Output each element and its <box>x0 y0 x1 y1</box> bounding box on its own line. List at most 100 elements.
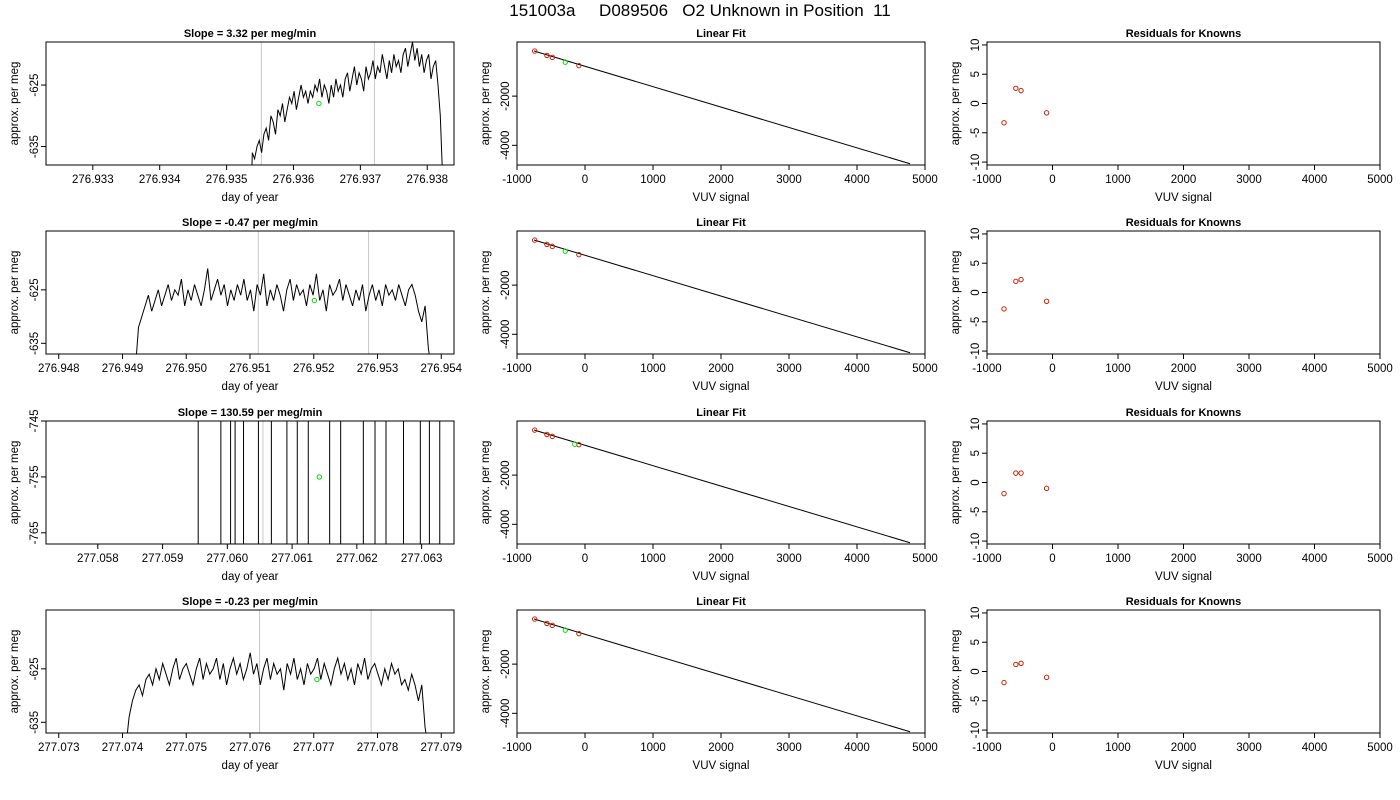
known-point <box>576 630 582 637</box>
plot-frame <box>986 420 1381 545</box>
known-point <box>544 431 550 438</box>
panel-linear-fit-2: -1000 0 1000 2000 3000 4000 5000 -2000 -4000 Line… <box>480 217 938 393</box>
y-axis-label: approx. per meg <box>480 441 492 525</box>
y-tick-label: 0 <box>970 289 982 295</box>
plot-frame <box>516 41 926 166</box>
unknown-point <box>316 474 322 480</box>
panel-residuals-2: -1000 0 1000 2000 3000 4000 5000 10 5 0 -5 -10 Resid… <box>950 217 1393 393</box>
x-tick-label: 2000 <box>708 742 734 754</box>
plot-frame <box>516 420 926 545</box>
known-point <box>549 433 556 440</box>
y-axis-label: approx. per meg <box>9 62 21 146</box>
panel-time-series-1: 276.933 276.934 276.935 276.936 276.937 276.9… <box>9 28 455 204</box>
x-tick-label: 1000 <box>1105 363 1131 375</box>
plot-frame <box>986 609 1381 734</box>
y-tick-label: -10 <box>970 533 982 550</box>
y-tick-label: -5 <box>970 317 982 327</box>
y-axis-label: approx. per meg <box>480 62 492 146</box>
y-tick-label: -5 <box>970 696 982 706</box>
x-axis-label: day of year <box>222 192 279 204</box>
x-tick-label: -1000 <box>972 174 1001 186</box>
unknown-point <box>572 441 578 447</box>
unknown-point <box>562 627 568 633</box>
x-tick-label: 276.934 <box>139 174 181 186</box>
y-axis-label: approx. per meg <box>950 251 962 335</box>
x-tick-label: 0 <box>582 363 588 375</box>
known-point <box>1001 679 1007 686</box>
x-tick-label: 3000 <box>1236 553 1262 565</box>
x-tick-label: 276.950 <box>165 363 207 375</box>
x-tick-label: 2000 <box>1171 742 1197 754</box>
known-point <box>544 620 550 627</box>
known-point <box>549 622 556 629</box>
y-tick-label: -4000 <box>500 131 512 160</box>
x-axis-label: VUV signal <box>1155 192 1212 204</box>
y-tick-label: -745 <box>29 409 41 432</box>
x-tick-label: 277.059 <box>142 553 184 565</box>
known-point <box>1013 661 1019 668</box>
x-tick-label: 1000 <box>640 174 666 186</box>
known-point <box>1018 660 1024 666</box>
panel-time-series-4: 277.073 277.074 277.075 277.076 277.077 277.0… <box>9 596 462 772</box>
panel-linear-fit-1: -1000 0 1000 2000 3000 4000 5000 -2000 -4000 Line… <box>480 28 938 204</box>
known-point <box>1001 490 1007 497</box>
panel-linear-fit-3: -1000 0 1000 2000 3000 4000 5000 -2000 -4000 Line… <box>480 407 938 583</box>
plot-area <box>1001 85 1050 126</box>
x-tick-label: 277.078 <box>357 742 399 754</box>
x-tick-label: 0 <box>582 742 588 754</box>
y-tick-label: -625 <box>29 657 41 680</box>
x-tick-label: 4000 <box>844 174 870 186</box>
x-tick-label: 277.061 <box>271 553 313 565</box>
x-tick-label: 2000 <box>708 363 734 375</box>
y-tick-label: -10 <box>970 722 982 739</box>
panel-title: Slope = -0.23 per meg/min <box>182 596 318 608</box>
plot-area <box>531 48 911 165</box>
x-tick-label: 4000 <box>1302 553 1328 565</box>
panel-title: Slope = 3.32 per meg/min <box>184 28 317 40</box>
x-tick-label: -1000 <box>972 363 1001 375</box>
x-tick-label: 0 <box>1049 363 1055 375</box>
plot-area <box>1001 470 1050 497</box>
x-tick-label: 4000 <box>1302 174 1328 186</box>
plot-frame <box>986 230 1381 355</box>
y-axis-label: approx. per meg <box>480 630 492 714</box>
x-tick-label: 5000 <box>1367 174 1393 186</box>
y-tick-label: 10 <box>970 228 982 241</box>
y-tick-label: 5 <box>970 639 982 645</box>
y-tick-label: 10 <box>970 39 982 52</box>
x-tick-label: 0 <box>1049 553 1055 565</box>
known-point <box>1018 87 1024 94</box>
known-point <box>549 243 556 250</box>
x-tick-label: 1000 <box>1105 742 1131 754</box>
y-tick-label: 10 <box>970 418 982 431</box>
y-tick-label: -2000 <box>500 81 512 110</box>
y-tick-label: -625 <box>29 278 41 301</box>
plot-frame <box>516 230 926 355</box>
x-axis-label: day of year <box>222 571 279 583</box>
series-line <box>251 42 443 165</box>
x-tick-label: 3000 <box>776 174 802 186</box>
x-tick-label: 1000 <box>1105 553 1131 565</box>
unknown-point <box>562 59 568 65</box>
y-tick-label: -5 <box>970 128 982 138</box>
plot-area <box>531 237 911 354</box>
y-tick-label: 0 <box>970 479 982 485</box>
x-tick-label: 3000 <box>776 742 802 754</box>
x-tick-label: 5000 <box>1367 742 1393 754</box>
x-tick-label: -1000 <box>972 553 1001 565</box>
plot-area <box>251 42 443 165</box>
x-tick-label: 276.935 <box>206 174 248 186</box>
unknown-point <box>562 248 568 254</box>
x-axis-label: day of year <box>222 381 279 393</box>
fit-line <box>533 50 911 165</box>
x-tick-label: 3000 <box>1236 174 1262 186</box>
x-tick-label: 2000 <box>1171 174 1197 186</box>
y-tick-label: 5 <box>970 260 982 266</box>
known-point <box>1018 470 1024 476</box>
y-tick-label: 10 <box>970 607 982 620</box>
figure-title: 151003a D089506 O2 Unknown in Position 1… <box>509 1 891 20</box>
x-tick-label: 277.074 <box>102 742 144 754</box>
known-point <box>576 62 582 69</box>
x-tick-label: 1000 <box>640 742 666 754</box>
